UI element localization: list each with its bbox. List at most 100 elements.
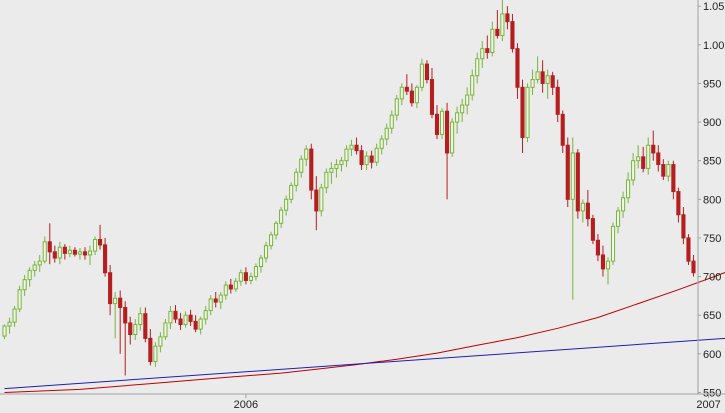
candle-body-down [98, 238, 103, 246]
candle [138, 307, 143, 331]
candle [72, 247, 77, 257]
candle-body-up [626, 179, 631, 199]
candle [274, 220, 279, 240]
candle-body-down [359, 150, 364, 166]
candle-body-down [52, 251, 57, 259]
candle [626, 172, 631, 204]
candle [92, 236, 98, 255]
candle [299, 155, 304, 178]
candle [218, 292, 223, 310]
candle-body-up [344, 148, 349, 162]
candle-body-up [535, 71, 540, 81]
candle-body-down [178, 318, 183, 325]
candle [450, 118, 455, 157]
candle-body-down [600, 254, 606, 270]
candle-body-up [299, 158, 304, 173]
candle [515, 43, 520, 99]
candle [57, 241, 62, 265]
candle [2, 324, 7, 340]
candle [424, 60, 430, 84]
candle [570, 137, 575, 300]
candle [631, 152, 636, 186]
candle-body-up [364, 155, 369, 166]
candle-body-down [434, 113, 440, 135]
candle-body-up [238, 272, 243, 282]
candle-body-up [153, 345, 158, 363]
candle [113, 292, 118, 339]
candle-body-up [57, 246, 62, 259]
candle-body-up [233, 280, 238, 290]
candle-body-up [92, 238, 98, 252]
candle-body-up [87, 250, 93, 256]
candle-body-down [445, 110, 450, 154]
candle-body-up [615, 210, 621, 227]
candle-body-up [32, 264, 37, 271]
candle-body-up [77, 251, 83, 255]
y-tick-label: 800 [703, 194, 721, 206]
candle [123, 301, 128, 376]
candle-body-up [530, 79, 535, 88]
candle-body-down [505, 13, 510, 23]
candle-body-down [585, 202, 590, 220]
candle-body-down [82, 251, 88, 256]
candle [263, 241, 269, 263]
candle-body-up [67, 249, 72, 254]
candle [681, 207, 686, 245]
candle [47, 223, 52, 265]
candle-body-up [223, 284, 228, 296]
candle [329, 162, 334, 184]
candle-body-down [424, 63, 430, 81]
candle [349, 139, 354, 157]
candle-body-down [404, 86, 409, 92]
candle [439, 108, 445, 140]
candle-body-up [329, 167, 334, 173]
candle-body-up [218, 294, 223, 303]
candle-body-up [374, 147, 379, 163]
candle [394, 95, 399, 121]
candle-body-up [389, 114, 394, 129]
candle-body-down [595, 239, 600, 256]
candle-body-down [429, 79, 435, 115]
candle [344, 145, 349, 167]
candle-body-down [309, 148, 314, 191]
candle-body-up [198, 318, 203, 330]
candle [37, 254, 42, 272]
candle-body-up [631, 160, 636, 181]
candle [585, 190, 590, 227]
candle-body-up [349, 144, 354, 150]
candle-body-up [133, 323, 138, 336]
candle-body-down [47, 241, 52, 253]
candle-body-down [560, 113, 565, 146]
candle [198, 316, 203, 335]
candle [143, 307, 148, 343]
candle-body-up [138, 313, 143, 325]
candle-body-down [641, 156, 646, 169]
candle [525, 83, 530, 143]
candle-body-up [168, 310, 173, 324]
candle-body-down [369, 155, 374, 163]
candle-body-down [661, 164, 666, 177]
candle-body-down [651, 144, 656, 154]
candle-body-up [545, 75, 550, 84]
candle [12, 305, 17, 327]
candle [163, 319, 168, 340]
candle [103, 237, 108, 277]
y-tick-label: 600 [703, 349, 721, 361]
candle [42, 236, 47, 264]
y-tick-label: 850 [703, 156, 721, 168]
candle [238, 269, 243, 286]
candle [148, 329, 153, 366]
candle-body-up [621, 197, 626, 212]
candle [429, 67, 435, 119]
y-tick-label: 750 [703, 233, 721, 245]
candle-body-up [279, 209, 284, 224]
candle-body-up [183, 314, 188, 325]
candle-body-down [108, 272, 113, 305]
candle-body-up [158, 336, 163, 347]
candle [465, 87, 470, 115]
candle [304, 145, 309, 167]
candle [379, 135, 384, 155]
candle [646, 137, 651, 175]
candle [108, 264, 113, 316]
